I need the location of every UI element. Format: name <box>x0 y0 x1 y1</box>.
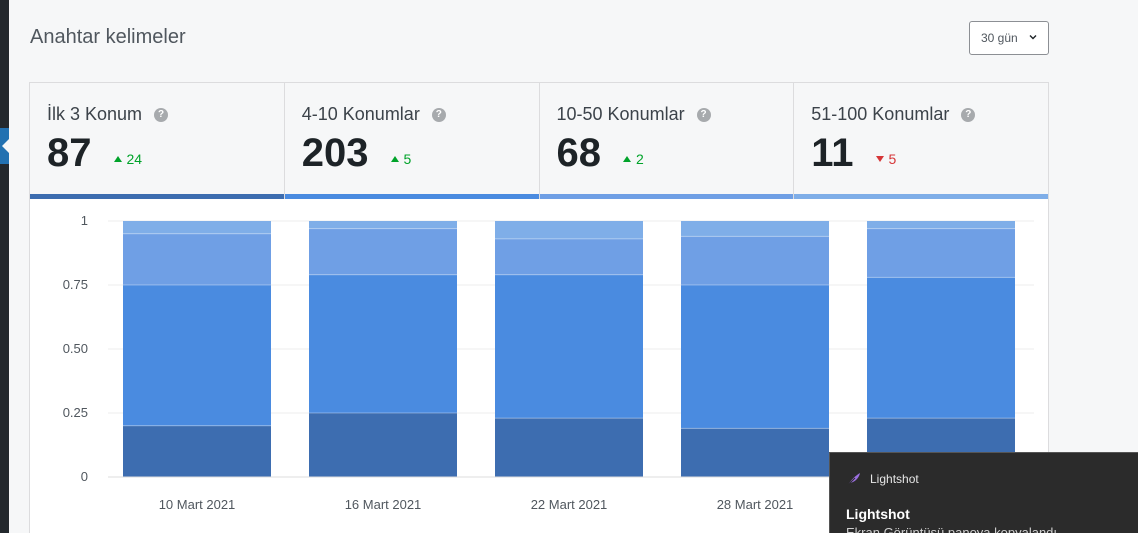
bar-segment <box>495 274 643 419</box>
toast-title: Lightshot <box>846 506 910 522</box>
bar-segment <box>681 221 829 237</box>
card-value: 68 <box>556 131 602 175</box>
help-icon[interactable]: ? <box>696 107 711 122</box>
card-label: İlk 3 Konum <box>47 104 143 124</box>
card-value: 11 <box>811 131 854 175</box>
bar-segment <box>867 277 1015 419</box>
chevron-down-icon <box>1029 35 1037 40</box>
page-title: Anahtar kelimeler <box>30 26 186 48</box>
card-10-50[interactable]: 10-50 Konumlar ? 68 2 <box>539 83 795 199</box>
y-tick-label: 0.50 <box>63 341 88 356</box>
card-51-100[interactable]: 51-100 Konumlar ? 11 5 <box>794 83 1048 199</box>
arrow-up-icon <box>390 156 399 162</box>
delta-badge: 24 <box>113 151 142 167</box>
card-label: 51-100 Konumlar <box>811 104 950 124</box>
delta-badge: 5 <box>875 151 896 167</box>
toast-app-name: Lightshot <box>870 472 919 486</box>
bar-segment <box>123 285 271 426</box>
card-label: 10-50 Konumlar <box>556 104 685 124</box>
feather-icon <box>847 473 860 486</box>
x-tick-label: 22 Mart 2021 <box>531 497 608 512</box>
help-icon[interactable]: ? <box>431 107 446 122</box>
bar-segment <box>495 418 643 477</box>
y-tick-label: 0 <box>81 469 88 484</box>
bar-segment <box>123 233 271 285</box>
delta-badge: 2 <box>623 151 644 167</box>
stacked-bar-chart: 0 0.25 0.50 0.75 1 10 Mart 2021 16 Mart 2021 22… <box>63 213 1034 512</box>
y-tick-label: 1 <box>81 213 88 228</box>
x-tick-label: 10 Mart 2021 <box>159 497 236 512</box>
bar-segment <box>309 221 457 229</box>
bar-segment <box>681 236 829 285</box>
bar-segment <box>681 285 829 429</box>
period-select-value: 30 gün <box>981 31 1018 45</box>
y-tick-label: 0.75 <box>63 277 88 292</box>
y-tick-label: 0.25 <box>63 405 88 420</box>
card-value: 87 <box>47 131 92 175</box>
bar-segment <box>495 238 643 275</box>
x-tick-label: 16 Mart 2021 <box>345 497 422 512</box>
arrow-up-icon <box>113 156 122 162</box>
card-color-bar <box>794 194 1048 199</box>
card-4-10[interactable]: 4-10 Konumlar ? 203 5 <box>284 83 540 199</box>
bar-segment <box>681 428 829 477</box>
collapse-tab[interactable] <box>0 128 9 164</box>
bar-segment <box>309 274 457 413</box>
bar-segment <box>867 221 1015 229</box>
position-cards: İlk 3 Konum ? 87 24 4-10 Konumlar ? 203 … <box>29 82 1049 199</box>
bar-segment <box>867 228 1015 278</box>
card-color-bar <box>539 194 794 199</box>
bar-segment <box>123 425 271 477</box>
bar-segment <box>123 221 271 234</box>
arrow-up-icon <box>623 156 631 162</box>
bar-segment <box>309 413 457 477</box>
card-label: 4-10 Konumlar <box>301 104 420 124</box>
toast-body: Ekran Görüntüsü panoya kopyalandı <box>846 525 1058 533</box>
help-icon[interactable]: ? <box>154 107 169 122</box>
bar-segment <box>495 221 643 239</box>
x-tick-label: 28 Mart 2021 <box>717 497 794 512</box>
card-color-bar <box>284 194 539 199</box>
notification-toast[interactable]: Lightshot Lightshot Ekran Görüntüsü pano… <box>829 452 1138 533</box>
card-value: 203 <box>301 131 369 175</box>
card-top3[interactable]: İlk 3 Konum ? 87 24 <box>30 83 285 199</box>
arrow-down-icon <box>875 156 884 162</box>
period-select[interactable]: 30 gün <box>969 21 1049 55</box>
bar-segment <box>309 228 457 275</box>
delta-badge: 5 <box>390 151 411 167</box>
help-icon[interactable]: ? <box>961 107 976 122</box>
admin-sidebar-edge <box>0 0 9 533</box>
card-color-bar <box>30 194 284 199</box>
